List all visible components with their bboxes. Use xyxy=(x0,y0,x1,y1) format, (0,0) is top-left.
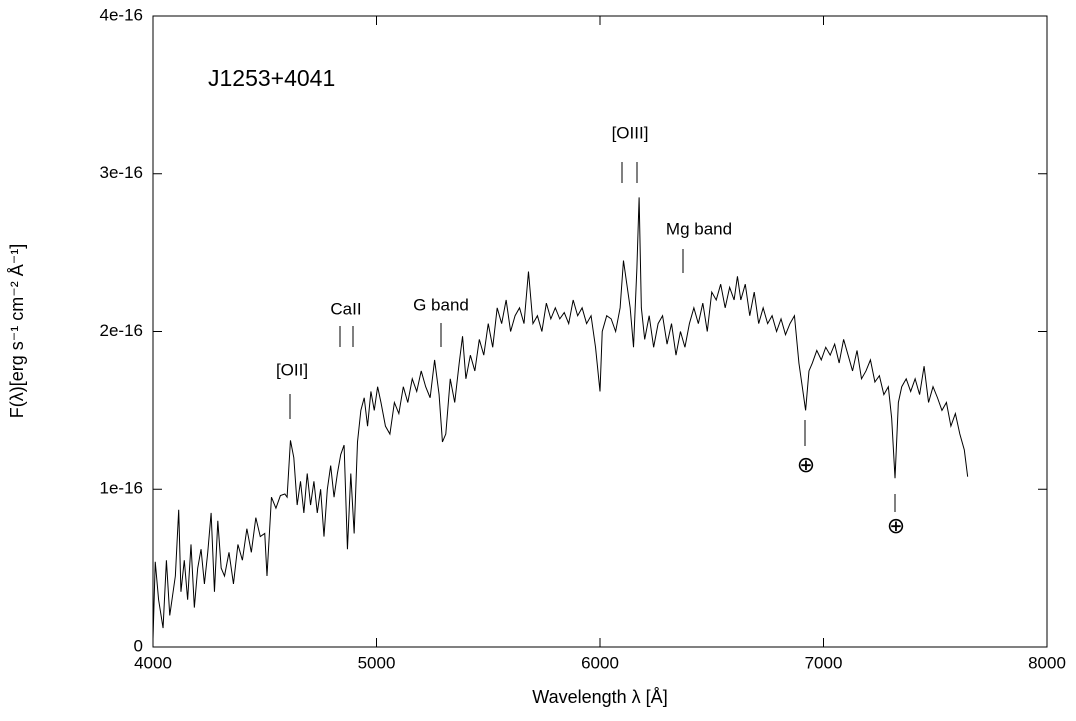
annotation: ⊕ xyxy=(887,513,905,538)
annotation: ⊕ xyxy=(797,452,815,477)
annotation: G band xyxy=(413,295,469,314)
y-tick-label: 4e-16 xyxy=(100,5,143,24)
annotation: Mg band xyxy=(666,219,732,238)
x-tick-label: 8000 xyxy=(1028,653,1066,672)
plot-frame xyxy=(152,15,1048,648)
y-tick-label: 0 xyxy=(134,636,143,655)
y-tick-label: 2e-16 xyxy=(100,321,143,340)
x-tick-label: 4000 xyxy=(134,653,172,672)
y-tick-label: 1e-16 xyxy=(100,479,143,498)
x-tick-label: 5000 xyxy=(358,653,396,672)
chart-title: J1253+4041 xyxy=(208,65,335,91)
x-tick-label: 6000 xyxy=(581,653,619,672)
spectrum-line xyxy=(152,197,969,640)
y-axis-label: F(λ)[erg s⁻¹ cm⁻² Å⁻¹] xyxy=(7,244,27,419)
x-axis-label: Wavelength λ [Å] xyxy=(532,687,667,707)
annotation: [OII] xyxy=(276,360,308,379)
annotation: CaII xyxy=(330,299,361,318)
y-tick-label: 3e-16 xyxy=(100,163,143,182)
annotation: [OIII] xyxy=(612,123,649,142)
x-tick-label: 7000 xyxy=(805,653,843,672)
